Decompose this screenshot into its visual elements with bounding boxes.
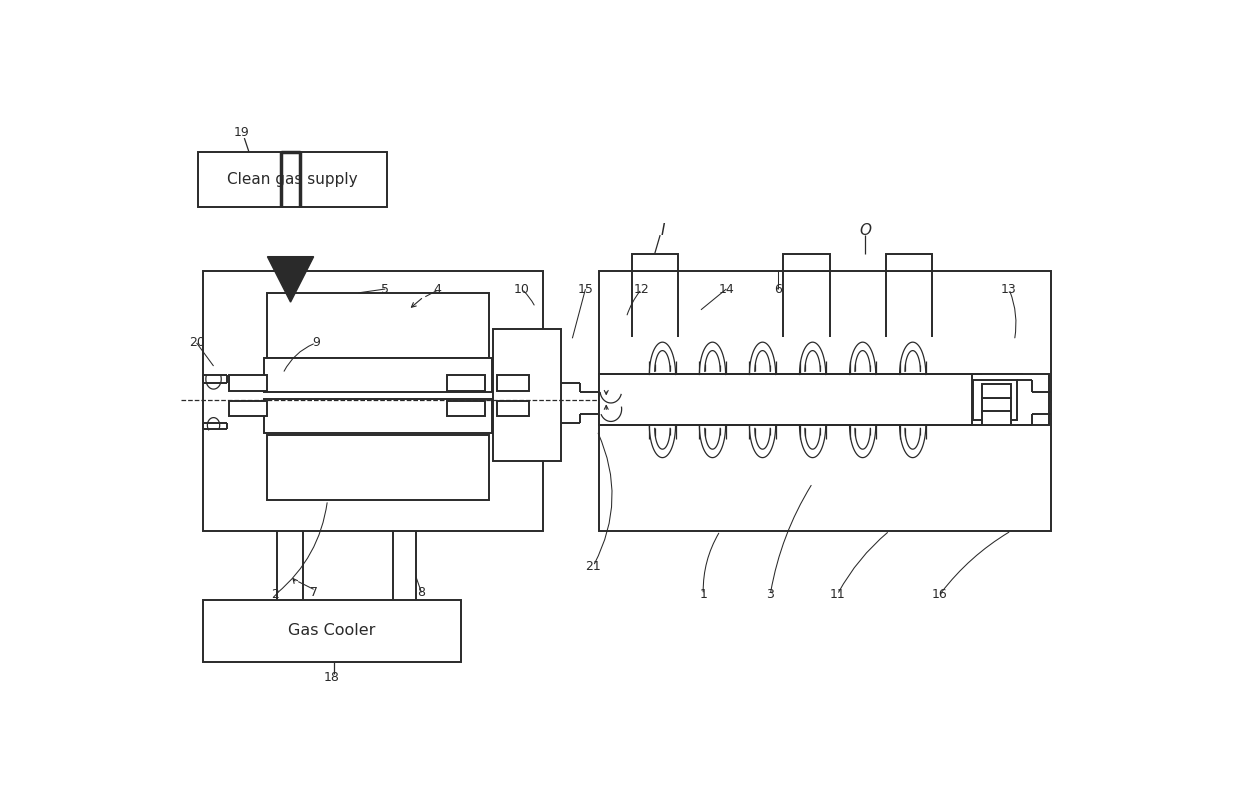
Text: 19: 19 [233,126,249,139]
Bar [203,600,461,662]
Text: 18: 18 [324,670,340,684]
Bar [599,271,1052,531]
Bar [497,400,529,416]
Bar [268,435,490,500]
Text: 10: 10 [513,283,529,295]
Text: 9: 9 [312,337,320,349]
Bar [497,375,529,391]
Bar [885,254,932,271]
Bar [982,385,1012,398]
Text: 12: 12 [634,283,650,295]
Polygon shape [268,257,314,302]
Bar [972,380,1017,420]
Bar [446,400,485,416]
Text: Clean gas supply: Clean gas supply [227,172,358,187]
Text: 15: 15 [578,283,594,295]
Text: 5: 5 [381,283,389,295]
Bar [631,254,678,271]
Bar [264,358,492,392]
Text: 21: 21 [585,560,601,573]
Text: O: O [859,223,870,238]
Bar [494,329,560,462]
Text: 16: 16 [931,588,947,601]
Text: Gas Cooler: Gas Cooler [288,623,376,638]
Text: 14: 14 [718,283,734,295]
Bar [446,375,485,391]
Text: 6: 6 [774,283,782,295]
Text: 3: 3 [766,588,774,601]
Bar [198,152,387,207]
Bar [229,375,268,391]
Text: 4: 4 [433,283,440,295]
Text: 1: 1 [699,588,707,601]
Bar [784,254,830,271]
Text: 13: 13 [1001,283,1017,295]
Bar [599,374,1022,425]
Text: 20: 20 [188,337,205,349]
Bar [203,271,543,531]
Bar [268,293,490,358]
Bar [264,399,492,433]
Text: 11: 11 [830,588,846,601]
Bar [982,398,1012,412]
Bar [599,374,1049,425]
Bar [229,400,268,416]
Text: I: I [660,223,665,238]
Text: 8: 8 [418,586,425,599]
Bar [599,374,972,425]
Bar [982,411,1012,425]
Text: 7: 7 [310,586,317,599]
Text: 2: 2 [272,588,279,601]
